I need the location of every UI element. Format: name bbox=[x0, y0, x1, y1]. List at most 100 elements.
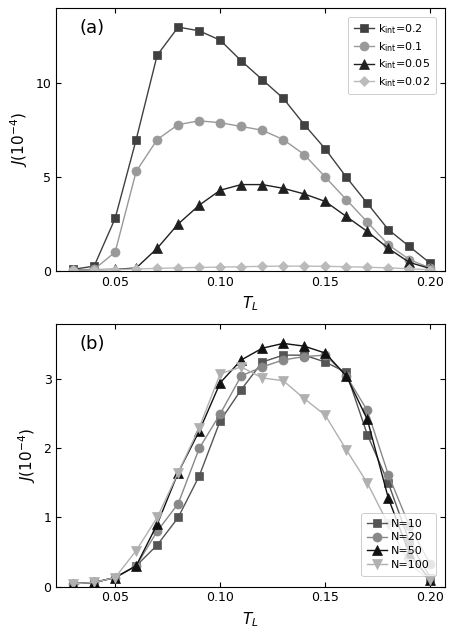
k$_{\rm int}$=0.02 bbox=[322, 262, 328, 270]
N=100 bbox=[175, 469, 181, 476]
k$_{\rm int}$=0.02 bbox=[238, 263, 244, 271]
k$_{\rm int}$=0.1 bbox=[365, 218, 370, 226]
Line: N=10: N=10 bbox=[69, 352, 434, 587]
N=50 bbox=[217, 379, 223, 387]
k$_{\rm int}$=0.2 bbox=[154, 52, 160, 59]
N=100 bbox=[197, 424, 202, 431]
N=50 bbox=[407, 550, 412, 557]
k$_{\rm int}$=0.2 bbox=[322, 145, 328, 153]
k$_{\rm int}$=0.1 bbox=[322, 173, 328, 181]
k$_{\rm int}$=0.05 bbox=[281, 185, 286, 192]
Line: N=50: N=50 bbox=[69, 339, 435, 589]
k$_{\rm int}$=0.05 bbox=[154, 245, 160, 252]
Line: k$_{\rm int}$=0.1: k$_{\rm int}$=0.1 bbox=[69, 117, 435, 275]
N=20 bbox=[365, 406, 370, 414]
k$_{\rm int}$=0.1 bbox=[301, 151, 307, 159]
k$_{\rm int}$=0.02 bbox=[260, 262, 265, 270]
N=50 bbox=[281, 340, 286, 347]
k$_{\rm int}$=0.2 bbox=[91, 262, 97, 270]
Line: k$_{\rm int}$=0.02: k$_{\rm int}$=0.02 bbox=[69, 262, 434, 274]
k$_{\rm int}$=0.2 bbox=[260, 76, 265, 83]
k$_{\rm int}$=0.05 bbox=[217, 187, 223, 194]
N=10 bbox=[197, 472, 202, 480]
k$_{\rm int}$=0.1 bbox=[344, 196, 349, 203]
k$_{\rm int}$=0.05 bbox=[175, 220, 181, 228]
k$_{\rm int}$=0.02 bbox=[385, 264, 391, 271]
X-axis label: $T_L$: $T_L$ bbox=[242, 294, 259, 313]
k$_{\rm int}$=0.2 bbox=[133, 136, 139, 143]
N=50 bbox=[133, 562, 139, 569]
k$_{\rm int}$=0.05 bbox=[344, 213, 349, 220]
k$_{\rm int}$=0.1 bbox=[133, 168, 139, 175]
N=100 bbox=[385, 520, 391, 528]
N=10 bbox=[344, 369, 349, 376]
k$_{\rm int}$=0.05 bbox=[407, 259, 412, 266]
k$_{\rm int}$=0.2 bbox=[281, 94, 286, 102]
k$_{\rm int}$=0.2 bbox=[428, 259, 433, 267]
N=20 bbox=[175, 500, 181, 508]
N=10 bbox=[113, 574, 118, 582]
k$_{\rm int}$=0.05 bbox=[133, 264, 139, 272]
Line: N=100: N=100 bbox=[69, 362, 435, 589]
k$_{\rm int}$=0.2 bbox=[197, 27, 202, 34]
k$_{\rm int}$=0.1 bbox=[238, 123, 244, 131]
N=20 bbox=[301, 353, 307, 361]
N=50 bbox=[175, 469, 181, 476]
k$_{\rm int}$=0.1 bbox=[197, 117, 202, 125]
N=20 bbox=[407, 522, 412, 529]
k$_{\rm int}$=0.05 bbox=[91, 266, 97, 273]
N=100 bbox=[133, 547, 139, 554]
Y-axis label: $J(10^{-4})$: $J(10^{-4})$ bbox=[16, 427, 38, 483]
k$_{\rm int}$=0.05 bbox=[260, 181, 265, 189]
N=100 bbox=[154, 513, 160, 521]
N=20 bbox=[91, 578, 97, 586]
k$_{\rm int}$=0.1 bbox=[385, 241, 391, 248]
k$_{\rm int}$=0.2 bbox=[113, 215, 118, 222]
Y-axis label: $J(10^{-4})$: $J(10^{-4})$ bbox=[8, 112, 30, 168]
N=10 bbox=[322, 358, 328, 366]
k$_{\rm int}$=0.02 bbox=[217, 263, 223, 271]
k$_{\rm int}$=0.02 bbox=[133, 265, 139, 273]
k$_{\rm int}$=0.02 bbox=[113, 266, 118, 273]
N=10 bbox=[365, 431, 370, 438]
N=10 bbox=[407, 538, 412, 545]
k$_{\rm int}$=0.05 bbox=[385, 245, 391, 252]
k$_{\rm int}$=0.2 bbox=[70, 266, 76, 273]
N=10 bbox=[70, 580, 76, 587]
k$_{\rm int}$=0.1 bbox=[175, 121, 181, 129]
k$_{\rm int}$=0.05 bbox=[238, 181, 244, 189]
Legend: N=10, N=20, N=50, N=100: N=10, N=20, N=50, N=100 bbox=[361, 513, 435, 576]
k$_{\rm int}$=0.02 bbox=[301, 262, 307, 270]
N=20 bbox=[385, 471, 391, 478]
N=10 bbox=[428, 574, 433, 582]
N=20 bbox=[428, 561, 433, 568]
N=50 bbox=[260, 345, 265, 352]
N=100 bbox=[281, 377, 286, 385]
k$_{\rm int}$=0.1 bbox=[407, 256, 412, 264]
k$_{\rm int}$=0.1 bbox=[154, 136, 160, 143]
N=100 bbox=[365, 479, 370, 487]
k$_{\rm int}$=0.2 bbox=[365, 199, 370, 207]
N=10 bbox=[260, 358, 265, 366]
N=10 bbox=[385, 479, 391, 487]
k$_{\rm int}$=0.1 bbox=[113, 248, 118, 256]
N=50 bbox=[322, 349, 328, 357]
N=10 bbox=[154, 541, 160, 549]
k$_{\rm int}$=0.1 bbox=[260, 126, 265, 134]
k$_{\rm int}$=0.02 bbox=[175, 264, 181, 271]
k$_{\rm int}$=0.02 bbox=[154, 264, 160, 272]
N=20 bbox=[344, 372, 349, 380]
N=10 bbox=[238, 386, 244, 394]
k$_{\rm int}$=0.1 bbox=[91, 266, 97, 273]
N=50 bbox=[385, 494, 391, 502]
N=10 bbox=[91, 578, 97, 586]
N=100 bbox=[322, 412, 328, 419]
k$_{\rm int}$=0.2 bbox=[238, 57, 244, 64]
N=100 bbox=[301, 395, 307, 403]
k$_{\rm int}$=0.02 bbox=[428, 266, 433, 273]
N=10 bbox=[133, 562, 139, 569]
N=50 bbox=[70, 580, 76, 587]
k$_{\rm int}$=0.2 bbox=[385, 225, 391, 233]
N=50 bbox=[428, 576, 433, 584]
k$_{\rm int}$=0.02 bbox=[70, 266, 76, 274]
